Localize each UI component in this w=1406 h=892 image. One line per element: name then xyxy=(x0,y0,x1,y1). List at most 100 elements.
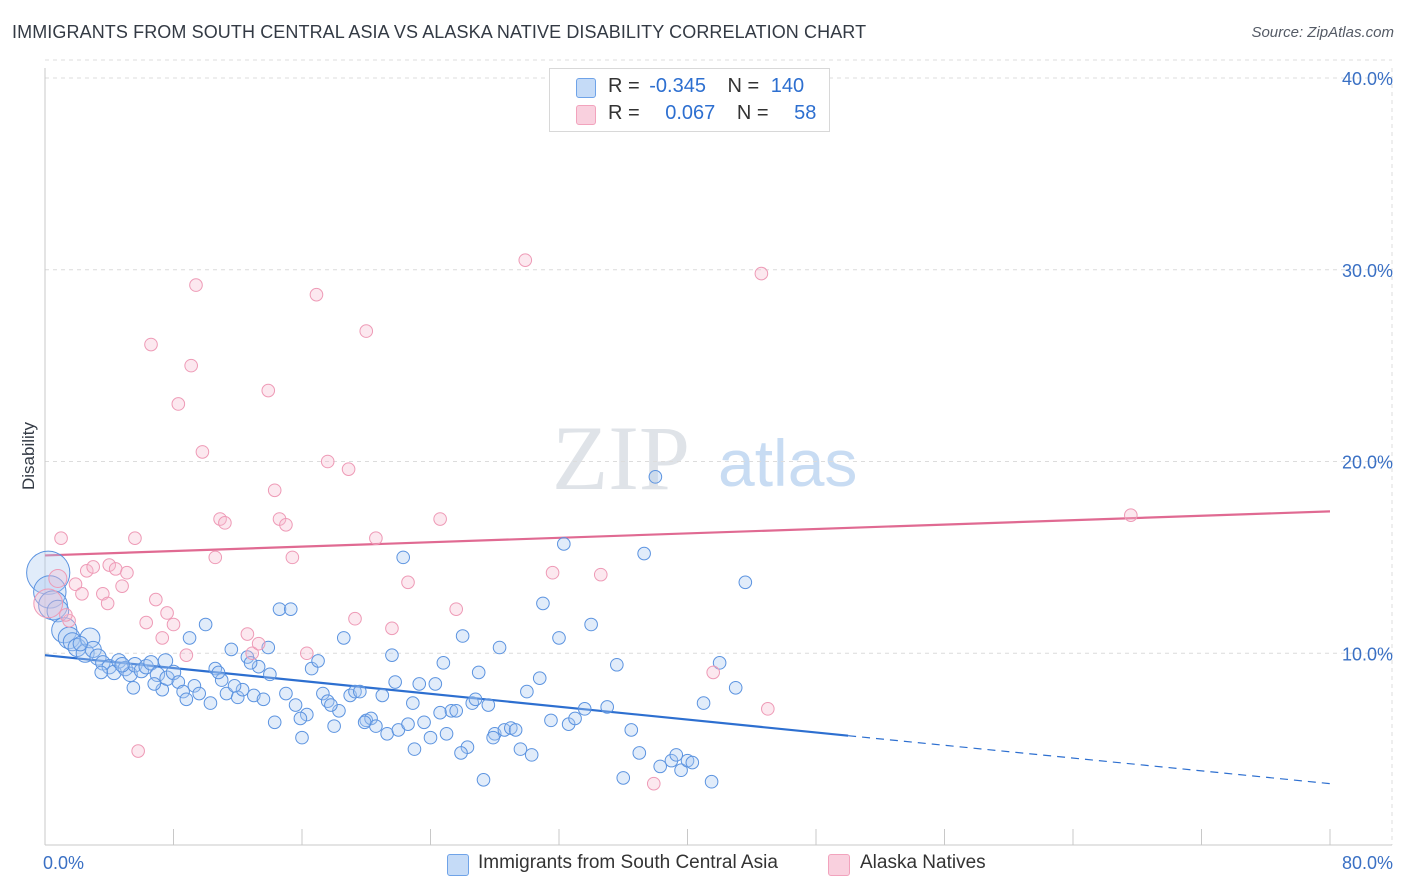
point-immigrants xyxy=(584,617,598,632)
point-immigrants xyxy=(179,692,194,707)
legend-n-value: 58 xyxy=(794,102,817,124)
point-alaska xyxy=(285,550,300,565)
point-immigrants xyxy=(251,659,266,674)
y-tick-label: 10.0% xyxy=(1342,644,1393,664)
point-alaska xyxy=(131,744,145,758)
point-immigrants xyxy=(712,656,727,670)
point-immigrants xyxy=(211,665,226,680)
axes xyxy=(44,68,1392,846)
point-immigrants xyxy=(127,657,143,673)
y-tick-label: 40.0% xyxy=(1342,69,1393,89)
point-immigrants xyxy=(728,680,743,695)
y-axis-title: Disability xyxy=(19,421,38,490)
point-alaska xyxy=(128,531,142,546)
point-immigrants xyxy=(436,656,451,670)
legend-r-label: R = xyxy=(608,75,640,97)
point-alaska xyxy=(100,596,115,611)
point-immigrants xyxy=(486,730,500,745)
point-immigrants xyxy=(224,642,239,657)
point-immigrants xyxy=(738,575,753,590)
point-immigrants xyxy=(187,679,202,693)
point-immigrants xyxy=(401,717,415,731)
point-alaska xyxy=(401,575,415,590)
point-immigrants xyxy=(449,703,464,718)
y-tick-label: 30.0% xyxy=(1342,261,1393,281)
point-immigrants xyxy=(214,673,229,687)
point-immigrants xyxy=(227,679,242,693)
point-immigrants xyxy=(637,546,651,561)
point-immigrants xyxy=(272,602,287,616)
point-immigrants xyxy=(704,774,719,789)
point-immigrants xyxy=(295,730,309,745)
point-alaska xyxy=(171,397,186,411)
point-alaska xyxy=(179,648,194,662)
legend-n-label: N = xyxy=(736,102,769,124)
point-alaska xyxy=(518,253,533,267)
x-tick-labels: 0.0% 80.0% xyxy=(43,853,1393,873)
point-alaska xyxy=(195,445,210,459)
bottom-legend-swatch-pink xyxy=(828,854,850,876)
point-immigrants xyxy=(283,602,298,616)
point-immigrants xyxy=(412,677,427,691)
point-immigrants xyxy=(369,719,383,733)
point-immigrants xyxy=(471,665,486,680)
point-alaska xyxy=(139,615,153,630)
point-immigrants xyxy=(685,755,700,770)
watermark-atlas: atlas xyxy=(718,426,858,500)
point-immigrants xyxy=(513,742,528,756)
point-immigrants xyxy=(311,654,325,668)
point-immigrants xyxy=(353,684,367,699)
point-immigrants xyxy=(300,707,314,722)
point-immigrants xyxy=(263,667,277,682)
point-alaska xyxy=(1124,508,1138,522)
point-immigrants xyxy=(568,711,582,726)
point-immigrants xyxy=(610,657,624,672)
y-tick-label: 20.0% xyxy=(1342,453,1393,473)
point-alaska xyxy=(369,531,383,546)
legend-swatch-blue xyxy=(576,78,596,98)
point-immigrants xyxy=(396,550,410,565)
point-immigrants xyxy=(696,696,711,710)
point-immigrants xyxy=(26,550,71,595)
point-immigrants xyxy=(669,748,684,762)
point-immigrants xyxy=(632,746,647,760)
point-alaska xyxy=(433,512,447,526)
point-immigrants xyxy=(94,665,109,680)
trend-lines xyxy=(44,510,1331,785)
point-immigrants xyxy=(444,703,459,718)
point-immigrants xyxy=(508,723,523,737)
point-immigrants xyxy=(468,692,483,707)
legend-n-label: N = xyxy=(727,75,760,97)
point-immigrants xyxy=(433,705,447,720)
legend-r-value: -0.345 xyxy=(649,75,706,97)
point-alaska xyxy=(149,592,163,607)
point-alaska xyxy=(706,665,721,680)
point-immigrants xyxy=(407,742,422,756)
point-alaska xyxy=(208,550,223,565)
point-immigrants xyxy=(79,627,101,649)
point-immigrants xyxy=(380,726,394,741)
trend-line-alaska xyxy=(44,510,1331,557)
point-alaska xyxy=(309,287,324,302)
point-immigrants xyxy=(182,631,197,645)
point-immigrants xyxy=(256,692,271,707)
trend-line-immigrants-extension xyxy=(848,735,1331,785)
point-immigrants xyxy=(524,748,539,762)
bottom-legend-swatch-blue xyxy=(447,854,469,876)
legend-row-pink: R = 0.067 N = 58 xyxy=(608,102,816,125)
point-immigrants xyxy=(577,702,592,716)
point-immigrants xyxy=(624,723,639,737)
point-immigrants xyxy=(72,635,89,652)
point-immigrants xyxy=(600,700,614,714)
series-alaska-points xyxy=(33,253,1138,791)
trend-line-immigrants xyxy=(44,654,849,737)
point-immigrants xyxy=(406,696,420,710)
watermark-zip: ZIP xyxy=(552,407,690,509)
point-alaska xyxy=(545,565,560,580)
legend-swatch-pink xyxy=(576,105,596,125)
point-immigrants xyxy=(492,640,507,655)
point-immigrants xyxy=(648,470,663,484)
point-alaska xyxy=(761,702,775,716)
point-immigrants xyxy=(235,682,250,697)
point-alaska xyxy=(33,588,64,619)
